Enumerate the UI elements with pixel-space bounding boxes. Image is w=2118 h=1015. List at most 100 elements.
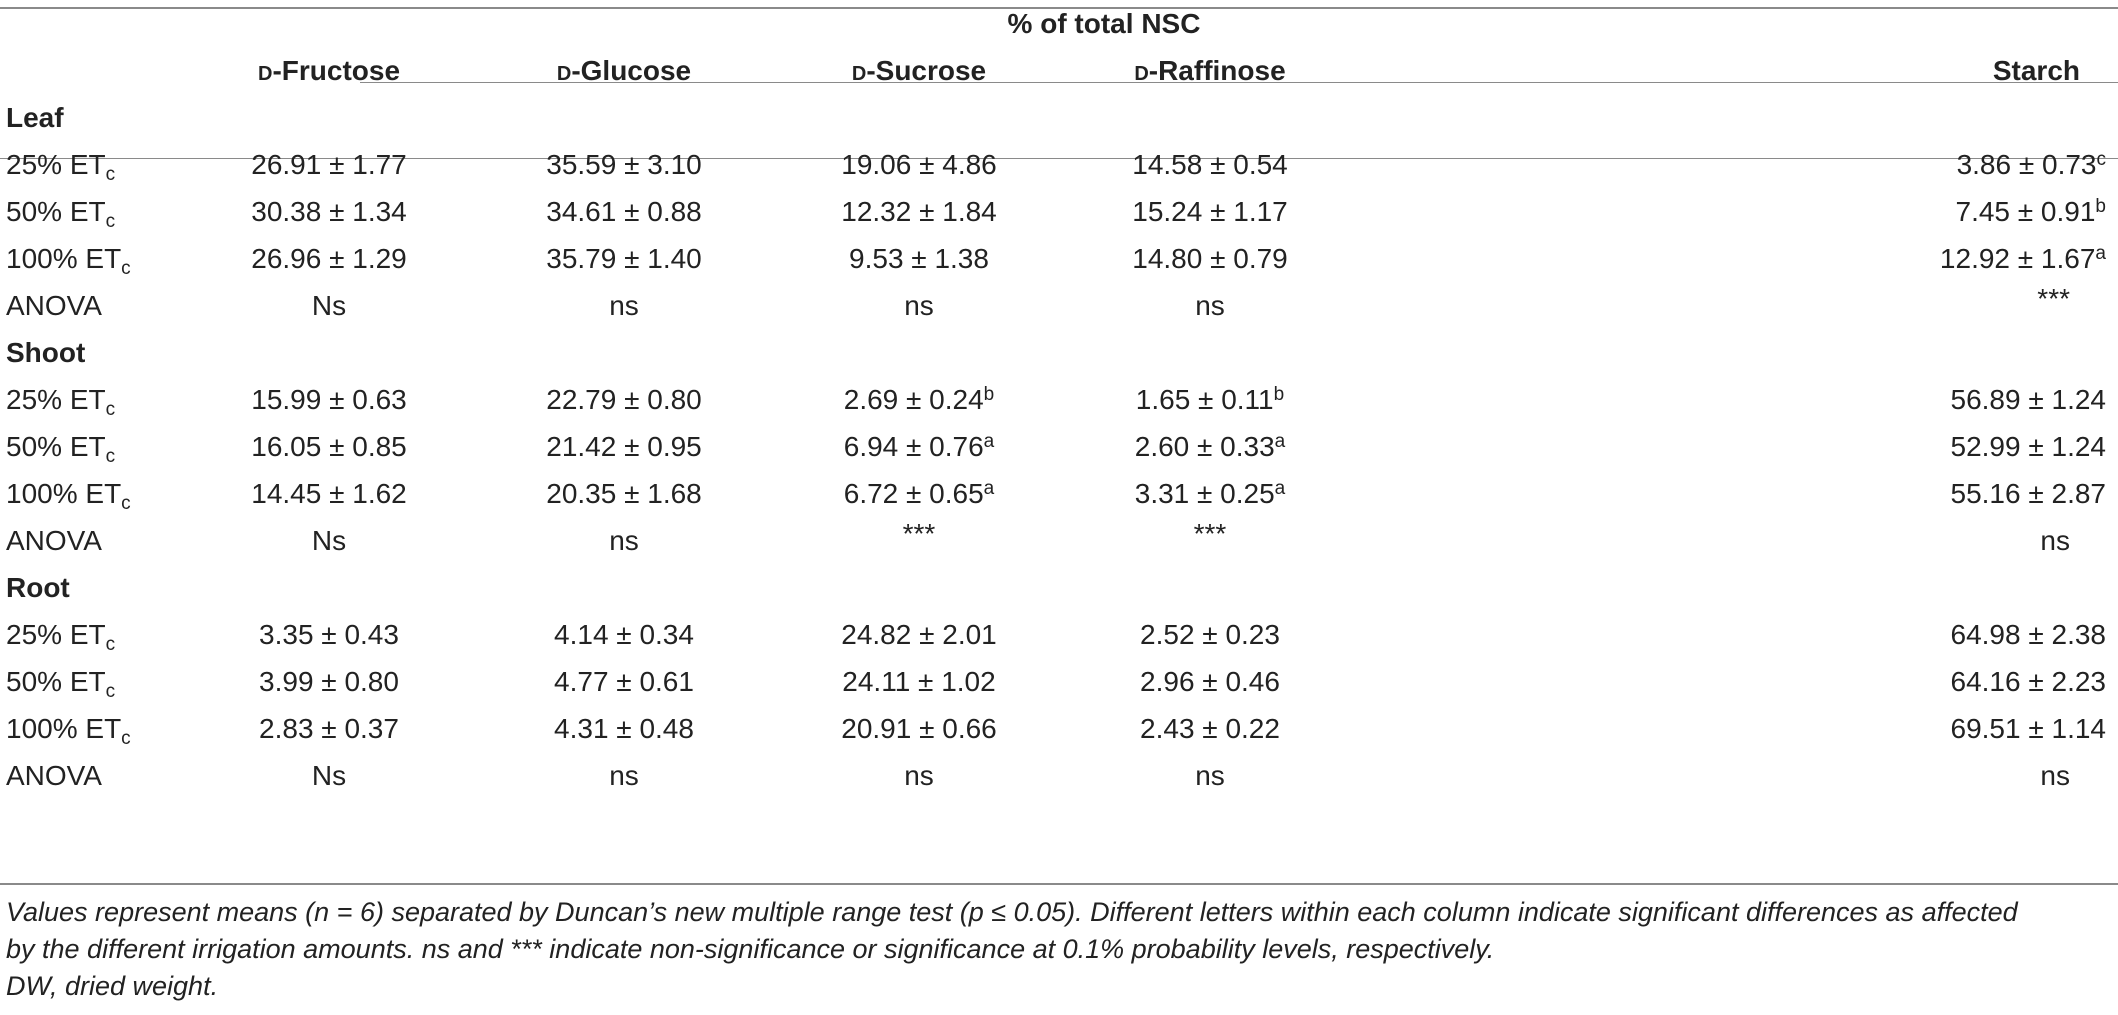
column-header: d-Fructose <box>170 47 488 94</box>
table-cell: 26.96 ± 1.29 <box>170 235 488 282</box>
anova-value: *** <box>1193 517 1227 549</box>
table-cell: 14.80 ± 0.79 <box>1078 235 1342 282</box>
cell-value: 14.58 ± 0.54 <box>1132 148 1288 180</box>
span-header-rule <box>360 82 2118 83</box>
row-label-subscript: c <box>105 398 116 420</box>
anova-value: ns <box>609 759 639 791</box>
table-cell: 12.32 ± 1.84 <box>760 188 1078 235</box>
anova-value: *** <box>902 517 936 549</box>
table-cell: 3.99 ± 0.80 <box>170 658 488 705</box>
table-cell: 2.69 ± 0.24b <box>760 376 1078 423</box>
table-cell: 1.65 ± 0.11b <box>1078 376 1342 423</box>
table-cell: 16.05 ± 0.85 <box>170 423 488 470</box>
row-label: 100% ETc <box>0 705 170 752</box>
cell-value: 3.35 ± 0.43 <box>259 618 399 650</box>
row-label-subscript: c <box>121 727 131 749</box>
table-cell: 4.31 ± 0.48 <box>488 705 760 752</box>
cell-value: 24.82 ± 2.01 <box>841 618 997 650</box>
row-label-text: 50% ET <box>6 195 106 227</box>
table-cell: 6.94 ± 0.76a <box>760 423 1078 470</box>
span-header-row: % of total NSC <box>0 0 2118 47</box>
column-header: Starch <box>1342 47 2118 94</box>
span-header: % of total NSC <box>1007 7 1201 39</box>
cell-value: 56.89 ± 1.24 <box>1950 383 2107 415</box>
cell-value: 64.16 ± 2.23 <box>1950 665 2107 697</box>
row-label: 100% ETc <box>0 235 170 282</box>
top-rule <box>0 7 2118 9</box>
cell-value: 20.35 ± 1.68 <box>546 477 702 509</box>
row-label-subscript: c <box>121 257 131 279</box>
table-row: 100% ETc 26.96 ± 1.29 35.79 ± 1.40 9.53 ± 1… <box>0 235 2118 282</box>
table-cell: 9.53 ± 1.38 <box>760 235 1078 282</box>
row-label-text: 50% ET <box>6 665 106 697</box>
cell-value: 24.11 ± 1.02 <box>842 665 996 697</box>
cell-value: 9.53 ± 1.38 <box>849 242 989 274</box>
anova-row: ANOVA Ns ns ns ns *** <box>0 282 2118 329</box>
anova-cell: ns <box>1078 752 1342 799</box>
table-cell: 34.61 ± 0.88 <box>488 188 760 235</box>
cell-significance-letter: a <box>983 430 995 452</box>
table-cell: 2.52 ± 0.23 <box>1078 611 1342 658</box>
anova-row: ANOVA Ns ns *** *** ns <box>0 517 2118 564</box>
anova-cell: ns <box>1078 282 1342 329</box>
footnote: Values represent means (n = 6) separated… <box>6 894 2112 1005</box>
cell-significance-letter: c <box>2096 148 2107 170</box>
cell-value: 14.80 ± 0.79 <box>1132 242 1288 274</box>
cell-significance-letter: b <box>2095 195 2106 217</box>
column-header-label: -Fructose <box>272 54 401 86</box>
cell-value: 12.32 ± 1.84 <box>841 195 997 227</box>
column-header-prefix: d <box>1134 54 1149 86</box>
cell-significance-letter: a <box>1274 430 1286 452</box>
table-row: 50% ETc 30.38 ± 1.34 34.61 ± 0.88 12.32 ± 1… <box>0 188 2118 235</box>
column-header: d-Sucrose <box>760 47 1078 94</box>
table-cell: 35.59 ± 3.10 <box>488 141 760 188</box>
cell-value: 4.31 ± 0.48 <box>554 712 694 744</box>
footnote-line-1: Values represent means (n = 6) separated… <box>6 897 2018 927</box>
table-cell: 35.79 ± 1.40 <box>488 235 760 282</box>
table-cell: 4.77 ± 0.61 <box>488 658 760 705</box>
row-label: 50% ETc <box>0 423 170 470</box>
anova-value: Ns <box>311 524 347 556</box>
row-label-text: 100% ET <box>6 712 122 744</box>
column-header-prefix: d <box>851 54 867 86</box>
table-cell: 15.99 ± 0.63 <box>170 376 488 423</box>
group-label: Shoot <box>6 336 86 368</box>
cell-value: 15.24 ± 1.17 <box>1132 195 1288 227</box>
row-label-text: 100% ET <box>6 242 122 274</box>
anova-value: Ns <box>311 289 347 321</box>
row-label-subscript: c <box>105 633 116 655</box>
cell-significance-letter: a <box>983 477 995 499</box>
cell-significance-letter: b <box>983 383 995 405</box>
cell-significance-letter: a <box>2095 242 2106 264</box>
row-label-subscript: c <box>105 445 116 467</box>
column-header-label: -Sucrose <box>866 54 987 86</box>
cell-value: 20.91 ± 0.66 <box>841 712 997 744</box>
cell-value: 30.38 ± 1.34 <box>251 195 407 227</box>
anova-cell: Ns <box>170 282 488 329</box>
cell-value: 3.99 ± 0.80 <box>259 665 399 697</box>
row-label-text: 25% ET <box>6 383 106 415</box>
cell-value: 6.94 ± 0.76 <box>843 430 984 462</box>
anova-value: ns <box>609 289 639 321</box>
table-cell: 3.31 ± 0.25a <box>1078 470 1342 517</box>
row-label-subscript: c <box>121 492 131 514</box>
anova-value: ns <box>904 759 934 791</box>
row-label-text: 100% ET <box>6 477 122 509</box>
anova-cell: ns <box>488 752 760 799</box>
row-label: 50% ETc <box>0 188 170 235</box>
column-header-prefix: d <box>257 54 273 86</box>
table-cell: 52.99 ± 1.24 <box>1342 423 2118 470</box>
anova-cell: ns <box>1342 752 2118 799</box>
data-table: % of total NSC d-Fructose d-Glucose d-Sucr… <box>0 0 2118 799</box>
cell-value: 1.65 ± 0.11 <box>1135 383 1274 415</box>
cell-value: 2.60 ± 0.33 <box>1134 430 1275 462</box>
cell-value: 26.96 ± 1.29 <box>251 242 407 274</box>
anova-cell: Ns <box>170 517 488 564</box>
cell-value: 64.98 ± 2.38 <box>1950 618 2107 650</box>
column-header-label: Starch <box>1992 54 2080 86</box>
column-header-rule <box>0 158 2118 159</box>
table-row: 100% ETc 14.45 ± 1.62 20.35 ± 1.68 6.72 ± 0… <box>0 470 2118 517</box>
anova-value: ns <box>2040 524 2070 556</box>
table-cell: 2.83 ± 0.37 <box>170 705 488 752</box>
footnote-line-2: by the different irrigation amounts. ns … <box>6 934 1495 964</box>
